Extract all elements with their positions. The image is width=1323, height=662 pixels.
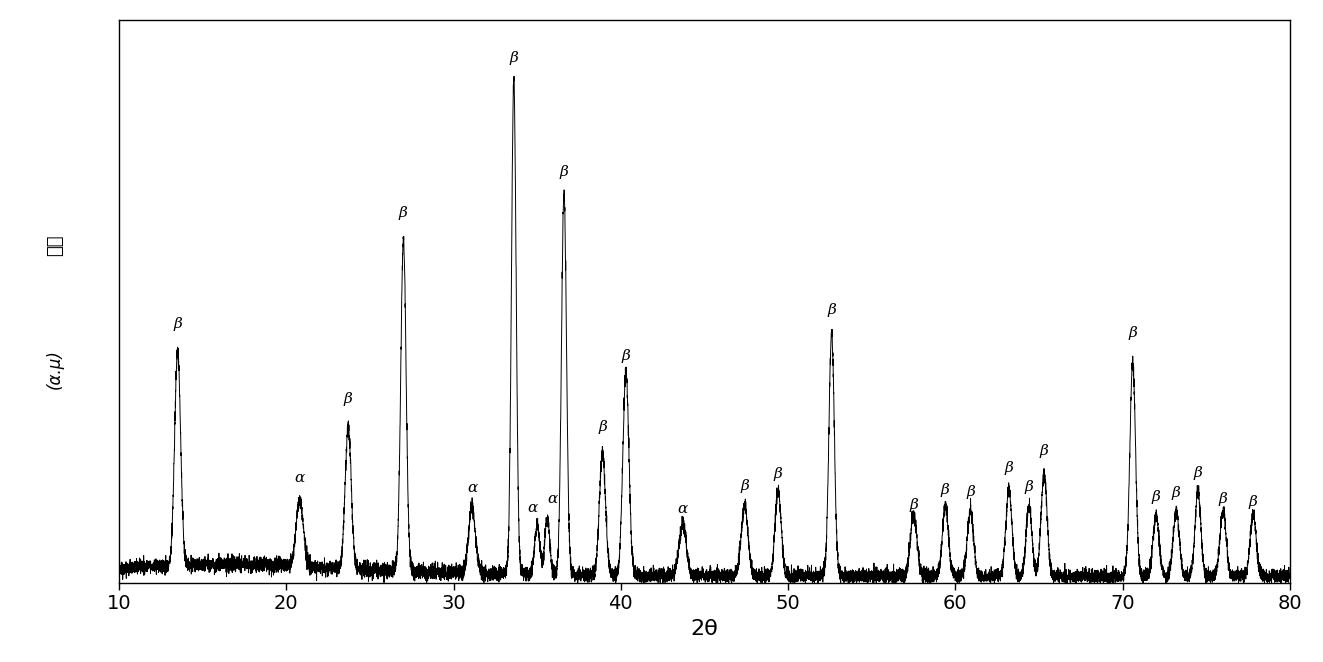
Text: β: β (509, 51, 519, 65)
Text: α: α (467, 481, 478, 495)
Text: β: β (774, 467, 782, 481)
Text: 强度: 强度 (46, 234, 64, 256)
Text: β: β (400, 207, 407, 220)
Text: β: β (909, 498, 918, 512)
Text: α: α (527, 500, 537, 514)
Text: β: β (344, 392, 353, 406)
Text: β: β (173, 317, 183, 331)
Text: β: β (598, 420, 607, 434)
Text: (α.μ): (α.μ) (46, 349, 64, 389)
Text: β: β (1193, 465, 1203, 479)
Text: α: α (548, 493, 557, 506)
Text: β: β (1040, 444, 1049, 458)
Text: β: β (1152, 490, 1160, 504)
Text: α: α (677, 502, 688, 516)
Text: β: β (827, 303, 836, 317)
Text: β: β (941, 483, 950, 497)
Text: β: β (560, 165, 569, 179)
Text: β: β (1218, 492, 1228, 506)
Text: β: β (622, 349, 630, 363)
Text: β: β (740, 479, 749, 493)
Text: β: β (1129, 326, 1138, 340)
Text: β: β (1004, 461, 1013, 475)
X-axis label: 2θ: 2θ (691, 619, 718, 639)
Text: β: β (966, 485, 975, 498)
Text: β: β (1172, 487, 1180, 500)
Text: α: α (295, 471, 304, 485)
Text: β: β (1024, 480, 1033, 494)
Text: β: β (1249, 495, 1258, 509)
